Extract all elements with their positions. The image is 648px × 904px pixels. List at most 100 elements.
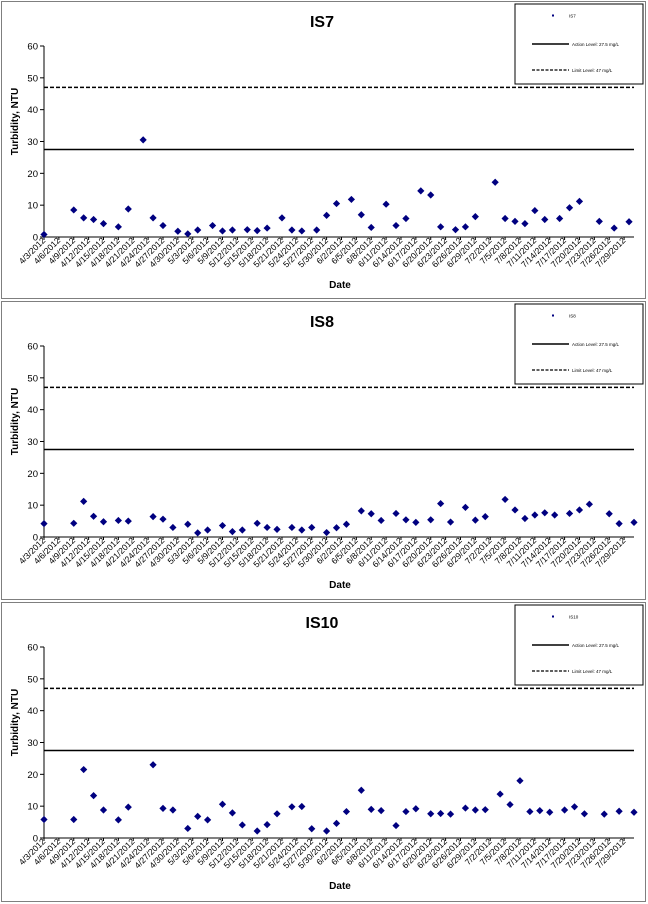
data-point bbox=[308, 825, 316, 833]
y-tick-label: 0 bbox=[33, 233, 38, 244]
data-point bbox=[357, 507, 365, 515]
data-point bbox=[184, 824, 192, 833]
data-point bbox=[570, 803, 579, 811]
data-point bbox=[536, 807, 544, 815]
y-tick-label: 30 bbox=[27, 437, 38, 448]
chart-legend: IS8 Action Level: 27.5 mg/L Limit Level: 4… bbox=[514, 303, 644, 385]
data-point bbox=[253, 827, 261, 835]
data-point bbox=[367, 805, 375, 813]
y-tick-label: 50 bbox=[27, 73, 38, 84]
legend-label: IS10 bbox=[569, 615, 579, 620]
data-point bbox=[228, 809, 237, 817]
data-point bbox=[451, 226, 460, 234]
data-point bbox=[560, 806, 569, 814]
chart-panel-is7: IS7 Turbidity, NTU Date 0 10 20 30 40 50 60 4/3/20… bbox=[1, 1, 646, 299]
data-point bbox=[149, 513, 157, 521]
x-axis-title: Date bbox=[329, 580, 351, 591]
data-point bbox=[263, 523, 271, 532]
legend-label: Action Level: 27.5 mg/L bbox=[572, 42, 620, 47]
data-point bbox=[40, 520, 48, 528]
legend-marker bbox=[552, 615, 554, 618]
data-point bbox=[114, 816, 122, 824]
data-point bbox=[218, 521, 227, 530]
data-point bbox=[89, 792, 98, 800]
data-point bbox=[298, 227, 306, 235]
y-tick-label: 60 bbox=[27, 42, 38, 53]
y-tick-label: 20 bbox=[27, 469, 38, 480]
data-point bbox=[402, 807, 410, 816]
data-point bbox=[273, 810, 281, 818]
data-point bbox=[461, 503, 470, 511]
data-point bbox=[521, 514, 529, 523]
legend-label: Action Level: 27.5 mg/L bbox=[572, 643, 620, 648]
data-point bbox=[342, 520, 351, 528]
data-point bbox=[159, 221, 167, 230]
data-point bbox=[446, 810, 455, 818]
data-point bbox=[169, 523, 177, 532]
data-point bbox=[263, 821, 271, 829]
data-point bbox=[392, 221, 400, 230]
data-point bbox=[625, 218, 633, 226]
data-point bbox=[323, 528, 331, 537]
data-point bbox=[204, 816, 212, 824]
data-point bbox=[194, 226, 202, 234]
data-point bbox=[446, 518, 455, 526]
data-point bbox=[114, 516, 122, 525]
legend-label: Limit Level: 47 mg/L bbox=[572, 368, 613, 373]
y-tick-label: 50 bbox=[27, 373, 38, 384]
data-point bbox=[367, 223, 375, 232]
data-point bbox=[427, 191, 435, 199]
data-point bbox=[124, 517, 132, 525]
data-point bbox=[288, 523, 296, 532]
data-point bbox=[471, 516, 479, 524]
data-point bbox=[174, 227, 182, 235]
data-point bbox=[367, 510, 375, 518]
data-point bbox=[308, 523, 316, 532]
data-point bbox=[332, 819, 341, 827]
data-point bbox=[273, 525, 281, 533]
y-tick-label: 40 bbox=[27, 706, 38, 717]
data-point bbox=[575, 197, 584, 205]
data-point bbox=[204, 526, 212, 534]
data-point bbox=[70, 519, 78, 527]
y-tick-label: 40 bbox=[27, 105, 38, 116]
data-point bbox=[253, 519, 261, 527]
data-point bbox=[149, 214, 157, 222]
y-tick-label: 60 bbox=[27, 643, 38, 654]
chart-title: IS10 bbox=[306, 615, 339, 632]
data-point bbox=[159, 515, 167, 523]
chart-panel-is8: IS8 Turbidity, NTU Date 0 10 20 30 40 50 60 4/3/20… bbox=[1, 301, 646, 600]
data-point bbox=[40, 815, 48, 824]
data-point bbox=[124, 803, 132, 811]
data-point bbox=[605, 510, 613, 518]
data-point bbox=[194, 529, 202, 537]
chart-title: IS8 bbox=[310, 314, 334, 331]
data-point bbox=[565, 204, 574, 212]
x-axis-title: Date bbox=[329, 280, 351, 291]
data-point bbox=[511, 506, 519, 514]
chart-legend: IS7 Action Level: 27.5 mg/L Limit Level: 4… bbox=[514, 3, 644, 85]
data-point bbox=[332, 524, 341, 532]
data-point bbox=[70, 206, 78, 214]
data-point bbox=[382, 200, 390, 208]
data-point bbox=[556, 214, 564, 223]
data-point bbox=[437, 223, 445, 231]
y-tick-label: 0 bbox=[33, 834, 38, 845]
data-point bbox=[159, 804, 167, 812]
data-point bbox=[89, 215, 98, 224]
data-point bbox=[70, 815, 78, 824]
data-point bbox=[114, 223, 122, 231]
y-tick-label: 0 bbox=[33, 533, 38, 544]
data-point bbox=[124, 205, 132, 213]
data-point bbox=[600, 810, 608, 818]
data-point bbox=[253, 227, 261, 235]
data-point bbox=[585, 500, 593, 508]
data-point bbox=[89, 512, 98, 520]
data-point bbox=[347, 195, 355, 204]
legend-label: IS8 bbox=[569, 314, 576, 319]
y-axis-title: Turbidity, NTU bbox=[10, 88, 21, 155]
data-point bbox=[80, 214, 88, 222]
data-point bbox=[412, 805, 420, 813]
